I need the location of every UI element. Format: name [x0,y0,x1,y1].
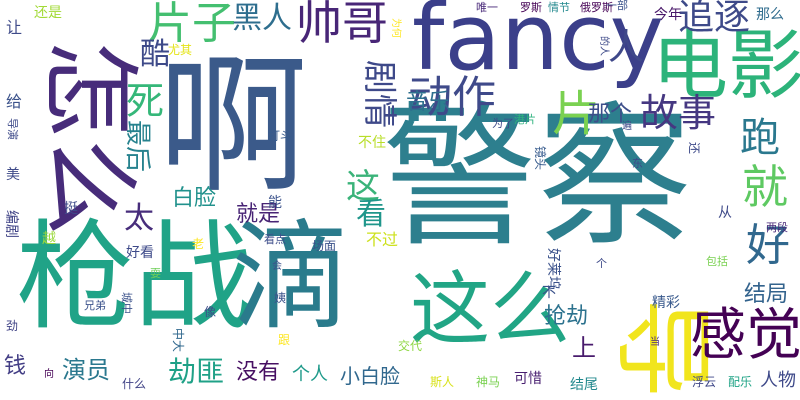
word: 今年 [654,7,682,23]
word: 东 [632,157,643,170]
word: 向 [44,369,54,380]
word: 罗斯 [520,1,542,14]
word: fancy [412,0,665,91]
word: 打斗 [268,129,293,143]
word: 浮云 [692,375,717,389]
word: 就是 [236,202,281,227]
word: 剧情 [359,60,399,128]
word: 黑人 [232,1,292,36]
word: 的人 [598,36,609,56]
word: 一部 [606,0,628,12]
word: 啊 [158,40,309,214]
word: 白脸 [172,186,217,211]
word: 结局 [744,282,789,307]
word: 个 [596,257,607,270]
word: 片子 [148,0,236,49]
word: 帅哥 [296,0,388,50]
word: 为何 [390,18,401,38]
word: 看点 [264,233,286,246]
word: 没有 [236,360,281,385]
word: 场面 [312,239,337,253]
word: 钱 [4,354,27,379]
word: 动作 [408,72,496,123]
word: 个人 [292,364,328,385]
word: 就 [742,160,788,214]
word: 上 [572,334,596,362]
word: 警察 [382,87,692,268]
word: 会 [272,261,282,272]
word: 小白脸 [340,364,400,388]
word: 感觉 [690,303,800,368]
word: 演员 [62,356,110,384]
word: 滴 [232,208,351,346]
word: 酷 [140,37,170,72]
word: 那么 [756,7,784,23]
word: 可惜 [514,371,542,387]
word: 遍 [622,121,632,132]
word: 还是 [34,5,62,21]
word: 劲 [6,319,19,333]
word: 结尾 [570,377,598,393]
word: 跟 [278,333,291,347]
word: 枪战 [16,208,253,346]
word: 当 [650,337,660,348]
word: 从 [718,205,732,221]
word: 不住 [358,135,386,151]
word: 给 [6,92,23,111]
word: 美 [6,167,20,183]
word: 镜头 [533,146,547,171]
word: 追逐 [678,0,751,38]
word: 尤其 [168,43,193,57]
word: 抢劫 [544,304,589,329]
word: 死 [126,79,165,123]
word: 不过 [366,230,399,249]
word: 姨 [274,291,287,305]
word: 音乐 [406,90,451,115]
word: 什么 [122,377,147,391]
word: 越 [42,231,56,247]
word: 能 [268,195,282,211]
word: 好看 [126,245,154,261]
word: 这 [346,167,380,207]
word: 挺 [64,201,78,217]
word: 让 [6,18,23,37]
word: 好莱坞 [545,248,561,290]
word: 故事 [640,91,717,135]
word: 那个 [588,102,633,127]
word: 编剧 [3,210,19,238]
word: 神马 [476,375,501,389]
word: 太 [124,201,154,236]
word: 斯人 [430,375,455,389]
word: 兄弟 [84,299,106,312]
word: 不 [542,285,556,301]
word: 港片 [514,113,536,126]
word: 城中 [120,292,133,314]
word: 跑 [740,115,780,161]
word: 人 [608,27,645,68]
word: 劫匪 [168,355,225,388]
word: 好 [746,220,790,271]
word: 为了 [492,117,514,130]
word: 电影 [652,21,800,110]
word: 唯一 [476,1,498,14]
word: 像 [204,305,217,319]
word: 最后 [122,120,152,173]
word: 导演 [6,118,19,140]
word: 两段 [766,221,788,234]
word: 交代 [398,339,423,353]
word: 片 [552,86,601,142]
word: 俄罗斯 [580,1,613,14]
word: 老 [192,237,205,251]
word: 看 [356,197,386,232]
word: 精彩 [652,295,680,311]
word: 配乐 [728,375,753,389]
word: 人物 [760,370,796,391]
word: 耍 [150,267,161,280]
word: 情节 [548,1,570,14]
word: 包括 [706,255,728,268]
word: 这么 [410,263,570,356]
word: 中大 [171,328,185,353]
word: 还 [687,142,701,155]
